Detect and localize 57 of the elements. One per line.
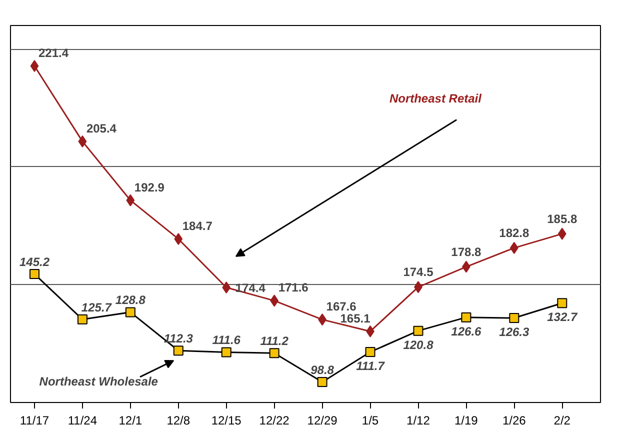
- data-label: 111.6: [212, 333, 241, 348]
- data-label: 111.2: [260, 334, 289, 348]
- point: [126, 194, 135, 206]
- point: [78, 135, 87, 148]
- data-label: 112.3: [164, 332, 194, 346]
- data-label: 174.4: [235, 281, 266, 296]
- data-label: 184.7: [182, 218, 213, 233]
- point: [557, 298, 568, 308]
- data-label: 111.7: [356, 359, 386, 373]
- x-tick-label: 1/5: [362, 414, 379, 428]
- point: [558, 228, 566, 240]
- x-tick-label: 11/17: [20, 414, 50, 428]
- data-label: 171.6: [278, 280, 309, 295]
- point: [221, 347, 232, 358]
- data-label: 205.4: [86, 121, 117, 136]
- legend-label: Northeast Wholesale: [39, 374, 158, 389]
- point: [29, 269, 40, 280]
- point: [461, 312, 472, 322]
- data-label: 182.8: [499, 226, 530, 240]
- point: [174, 232, 183, 245]
- point: [222, 282, 231, 294]
- point: [317, 377, 328, 388]
- data-label: 128.8: [115, 293, 146, 308]
- data-label: 167.6: [326, 300, 357, 314]
- point: [269, 348, 280, 358]
- data-label: 145.2: [19, 255, 50, 270]
- x-tick-label: 1/26: [502, 414, 526, 428]
- point: [510, 242, 518, 254]
- data-label: 120.8: [403, 338, 434, 352]
- data-label: 185.8: [547, 212, 578, 226]
- point: [509, 313, 520, 324]
- point: [30, 60, 39, 72]
- text: Northeast Retail: [389, 92, 482, 106]
- x-tick-label: 12/15: [211, 414, 242, 428]
- x-tick-label: 12/22: [259, 414, 290, 428]
- x-tick-label: 2/2: [554, 414, 571, 428]
- data-label: 174.5: [403, 265, 434, 280]
- data-label: 126.3: [499, 325, 530, 340]
- data-label: 221.4: [38, 46, 69, 60]
- point: [365, 347, 376, 357]
- data-label: 165.1: [340, 311, 371, 326]
- data-label: 126.6: [451, 324, 482, 338]
- x-tick-label: 12/1: [118, 414, 142, 428]
- point: [125, 307, 136, 318]
- data-label: 125.7: [81, 300, 113, 314]
- point: [173, 346, 184, 356]
- point: [413, 326, 424, 336]
- x-tick-label: 12/8: [166, 414, 190, 428]
- x-tick-label: 11/24: [68, 414, 98, 428]
- data-label: 132.7: [547, 310, 578, 324]
- x-tick-label: 1/12: [406, 414, 430, 428]
- point: [77, 314, 88, 324]
- data-label: 98.8: [310, 363, 334, 378]
- data-label: 192.9: [134, 180, 165, 194]
- x-tick-label: 1/19: [454, 414, 478, 428]
- data-label: 178.8: [451, 244, 482, 259]
- x-tick-label: 12/29: [307, 414, 338, 428]
